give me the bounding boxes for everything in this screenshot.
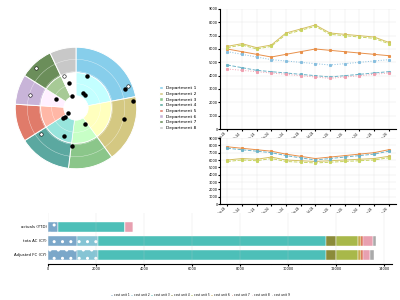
Legend: Actuals 1, Actuals 2, Forecast 1, Forecast 2: Actuals 1, Actuals 2, Forecast 1, Foreca… [266,245,350,252]
Wedge shape [76,47,136,101]
Bar [363,236,373,246]
Legend: Actuals 1, Actuals 2, Forecast 1, Forecast 2, Approved FC 1, Approved FC 2: Actuals 1, Actuals 2, Forecast 1, Foreca… [273,190,343,202]
Wedge shape [72,118,97,143]
Wedge shape [76,73,111,106]
Wedge shape [46,76,71,101]
Bar [358,236,361,246]
Bar [48,222,58,232]
Legend: cost unit 1, cost unit 2, cost unit 3, cost unit 4, cost unit 5, cost unit 6, co: cost unit 1, cost unit 2, cost unit 3, c… [109,292,291,298]
Wedge shape [61,73,76,97]
Wedge shape [25,53,61,89]
Bar [336,236,358,246]
Bar [77,236,98,246]
Bar [370,250,374,260]
Bar [98,236,326,246]
Wedge shape [83,101,111,136]
Bar [361,250,363,260]
Wedge shape [50,47,76,76]
Wedge shape [15,104,46,141]
Bar [358,250,361,260]
Bar [58,222,125,232]
Bar [48,236,77,246]
Bar [98,250,326,260]
Bar [326,250,336,260]
Bar [363,250,370,260]
Bar [77,250,98,260]
Bar [125,222,133,232]
Wedge shape [41,106,66,127]
Bar [326,236,336,246]
Bar [373,236,376,246]
Wedge shape [68,136,112,169]
Bar [361,236,363,246]
Wedge shape [46,115,74,143]
Wedge shape [15,75,46,106]
Wedge shape [25,127,72,168]
Bar [336,250,358,260]
Wedge shape [97,97,137,157]
Wedge shape [41,89,66,107]
Legend: Department 1, Department 2, Department 3, Department 4, Department 5, Department: Department 1, Department 2, Department 3… [157,84,198,132]
Bar [48,250,77,260]
